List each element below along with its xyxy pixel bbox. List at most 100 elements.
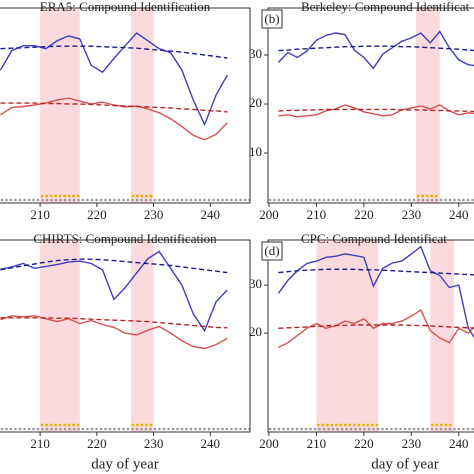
baseline-dot	[63, 198, 67, 202]
baseline-dot	[345, 427, 348, 431]
highlight-span	[40, 240, 80, 432]
event-dot	[330, 423, 334, 427]
baseline-dot	[72, 427, 76, 431]
event-dot	[49, 423, 53, 427]
baseline-dot	[466, 427, 470, 431]
baseline-dot	[471, 198, 474, 202]
baseline-dot	[448, 198, 452, 202]
event-dot	[430, 423, 434, 427]
x-tick-label: 220	[87, 207, 107, 222]
baseline-dot	[291, 198, 294, 202]
baseline-dot	[140, 427, 143, 431]
baseline-dot	[9, 427, 13, 431]
baseline-dot	[9, 198, 13, 202]
trend-line	[278, 324, 474, 329]
baseline-dot	[86, 427, 89, 431]
baseline-dot	[453, 427, 456, 431]
y-tick-label: 30	[249, 46, 262, 61]
baseline-dot	[203, 427, 206, 431]
baseline-dot	[45, 427, 49, 431]
event-dot	[348, 423, 352, 427]
baseline-dot	[149, 427, 152, 431]
event-dot	[344, 423, 347, 427]
highlight-span	[416, 8, 440, 203]
baseline-dot	[372, 427, 375, 431]
baseline-dot	[153, 198, 157, 202]
baseline-dot	[300, 427, 303, 431]
series-line	[277, 30, 474, 70]
x-tick-label: 230	[144, 207, 164, 222]
baseline-dot	[108, 427, 112, 431]
event-dot	[144, 194, 148, 198]
baseline-dot	[176, 198, 179, 202]
event-dot	[435, 423, 439, 427]
baseline-dot	[18, 198, 22, 202]
baseline-dot	[81, 198, 85, 202]
baseline-dot	[131, 198, 134, 202]
panel-label-box	[261, 241, 283, 261]
event-dot	[131, 194, 135, 198]
trend-line	[0, 102, 228, 113]
baseline-dot	[122, 427, 125, 431]
event-dot	[135, 194, 139, 198]
highlight-span	[40, 8, 80, 203]
baseline-dot	[466, 198, 470, 202]
baseline-dot	[171, 427, 175, 431]
baseline-dot	[77, 427, 80, 431]
event-dot	[54, 423, 58, 427]
baseline-dot	[162, 198, 166, 202]
baseline-dot	[77, 198, 80, 202]
baseline-dot	[50, 198, 53, 202]
event-dot	[140, 194, 144, 198]
baseline-dot	[336, 198, 339, 202]
baseline-dot	[104, 198, 107, 202]
baseline-dot	[14, 427, 17, 431]
baseline-dot	[90, 427, 94, 431]
x-tick-label: 210	[307, 436, 327, 451]
baseline-dot	[390, 198, 393, 202]
baseline-dot	[180, 427, 184, 431]
baseline-dot	[90, 198, 94, 202]
baseline-dot	[439, 427, 443, 431]
x-axis-label: day of year	[371, 456, 438, 472]
event-dot	[67, 423, 71, 427]
baseline-dot	[331, 427, 335, 431]
baseline-dot	[54, 427, 58, 431]
x-tick-label: 230	[402, 207, 422, 222]
trend-line	[278, 45, 474, 52]
event-dot	[317, 423, 320, 427]
event-dot	[72, 423, 76, 427]
highlight-span	[130, 8, 154, 203]
event-dot	[49, 194, 53, 198]
event-dot	[76, 194, 80, 198]
baseline-dot	[277, 198, 281, 202]
series-line	[278, 104, 474, 118]
event-dot	[40, 423, 44, 427]
baseline-dot	[0, 198, 4, 202]
baseline-dot	[36, 427, 40, 431]
baseline-dot	[381, 427, 384, 431]
baseline-dot	[363, 427, 366, 431]
panel-label: (d)	[264, 243, 279, 258]
baseline-dot	[439, 198, 443, 202]
baseline-dot	[435, 427, 438, 431]
baseline-dot	[0, 427, 4, 431]
baseline-dot	[349, 427, 353, 431]
baseline-dot	[185, 427, 188, 431]
baseline-dot	[144, 198, 148, 202]
baseline-dot	[126, 198, 130, 202]
event-dot	[63, 194, 67, 198]
baseline-dot	[426, 198, 429, 202]
panel-label-box	[261, 9, 283, 29]
baseline-dot	[45, 198, 49, 202]
baseline-dot	[171, 198, 175, 202]
event-dot	[357, 423, 361, 427]
baseline-dot	[309, 198, 312, 202]
plot-frame	[0, 239, 251, 433]
baseline-dot	[63, 427, 67, 431]
event-dot	[76, 423, 80, 427]
series-line	[277, 245, 474, 339]
baseline-dot	[462, 427, 465, 431]
panel-title: CHIRTS: Compound Identification	[33, 231, 217, 246]
